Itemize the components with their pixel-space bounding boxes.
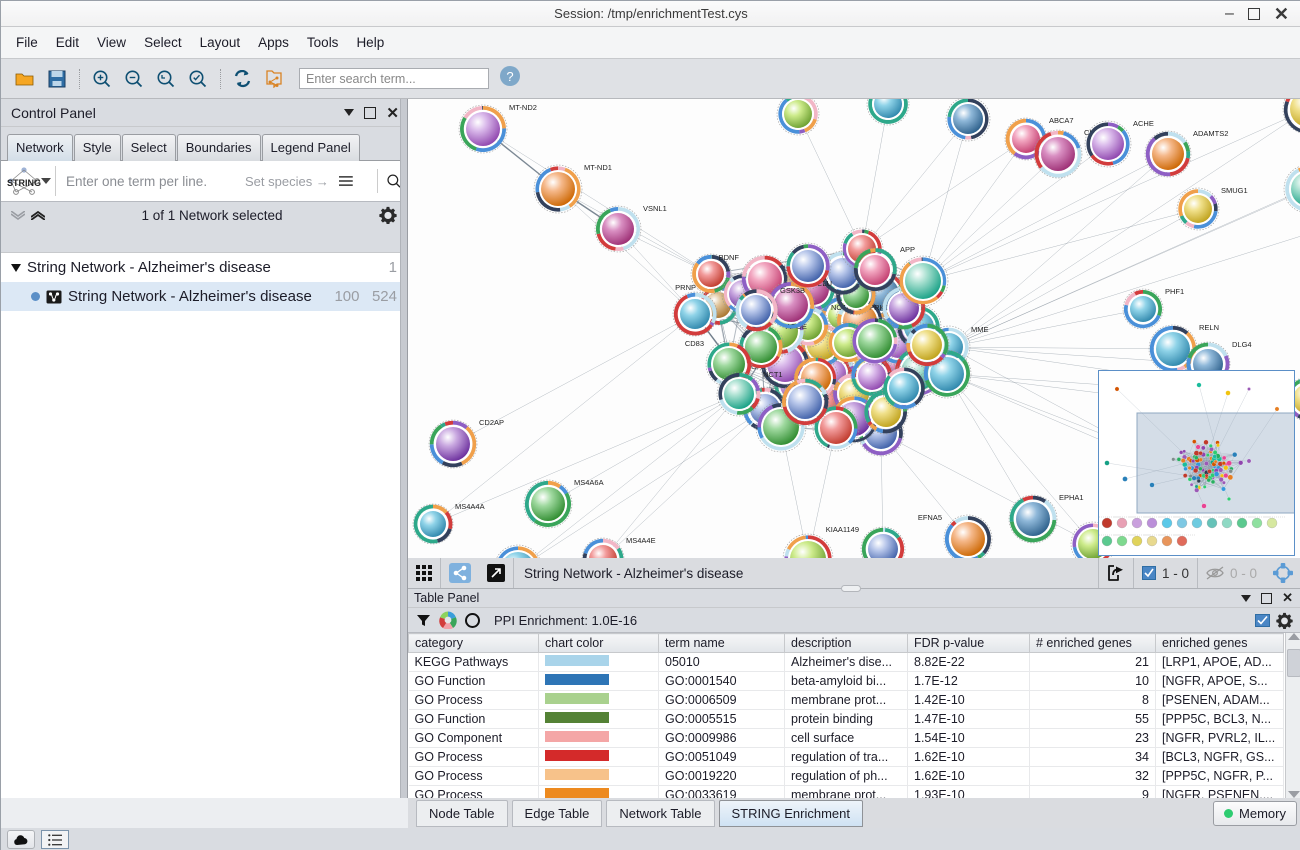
svg-text:STRING: STRING xyxy=(7,178,41,188)
svg-text:VSNL1: VSNL1 xyxy=(643,204,667,213)
svg-text:EFNA5: EFNA5 xyxy=(918,513,942,522)
svg-text:RELN: RELN xyxy=(1199,323,1219,332)
svg-text:EPHA1: EPHA1 xyxy=(1059,493,1084,502)
svg-text:?: ? xyxy=(506,69,513,84)
svg-text:ABCA7: ABCA7 xyxy=(1049,116,1074,125)
svg-text:KIAA1149: KIAA1149 xyxy=(826,525,859,534)
svg-text:MS4A4E: MS4A4E xyxy=(626,536,656,545)
svg-text:MT-ND1: MT-ND1 xyxy=(584,163,612,172)
svg-text:MT-ND2: MT-ND2 xyxy=(509,103,537,112)
svg-text:MS4A6A: MS4A6A xyxy=(574,478,604,487)
svg-text:CD2AP: CD2AP xyxy=(479,418,504,427)
svg-text:NCT1: NCT1 xyxy=(763,370,783,379)
svg-text:GSK3B: GSK3B xyxy=(780,286,805,295)
svg-text:SMUG1: SMUG1 xyxy=(1221,186,1248,195)
svg-text:ADAMTS2: ADAMTS2 xyxy=(1193,129,1228,138)
svg-text:PHF1: PHF1 xyxy=(1165,287,1184,296)
svg-text:MS4A4A: MS4A4A xyxy=(455,502,485,511)
svg-text:MME: MME xyxy=(971,325,989,334)
svg-text:CD83: CD83 xyxy=(685,339,704,348)
svg-text:DLG4: DLG4 xyxy=(1232,340,1252,349)
svg-text:APP: APP xyxy=(900,245,915,254)
svg-text:ACHE: ACHE xyxy=(1133,119,1154,128)
svg-text:GAB2: GAB2 xyxy=(821,99,841,100)
svg-text:PRNP: PRNP xyxy=(675,283,696,292)
svg-text:BDNF: BDNF xyxy=(719,253,740,262)
